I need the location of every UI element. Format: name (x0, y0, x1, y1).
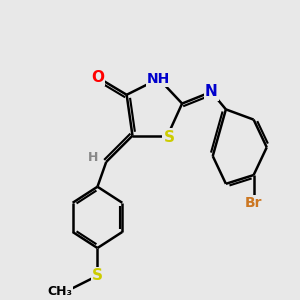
Text: CH₃: CH₃ (47, 285, 72, 298)
Text: S: S (92, 268, 103, 283)
Text: O: O (91, 70, 104, 85)
Text: H: H (88, 151, 98, 164)
Text: S: S (164, 130, 175, 145)
Text: NH: NH (147, 72, 170, 86)
Text: Br: Br (245, 196, 262, 210)
Text: N: N (205, 84, 218, 99)
